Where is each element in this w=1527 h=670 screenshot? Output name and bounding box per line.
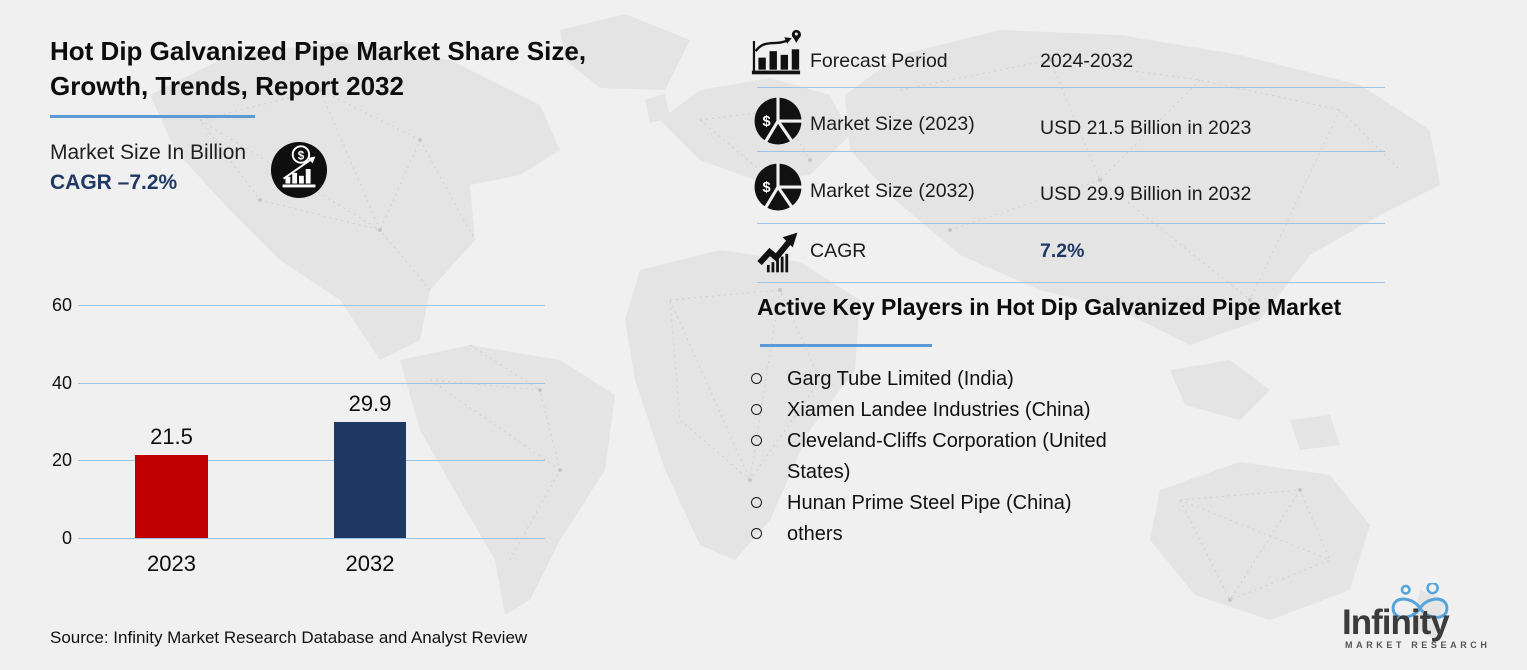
bullet-circle-icon	[751, 435, 762, 446]
gridline-60: 60	[52, 295, 545, 315]
x-axis-label-2032: 2032	[345, 551, 395, 576]
x-axis-label-2023: 2023	[147, 551, 196, 576]
gridline-0: 0	[62, 528, 545, 548]
y-axis-tick: 20	[51, 450, 72, 471]
key-players-section: Active Key Players in Hot Dip Galvanized…	[751, 294, 1457, 545]
list-item: Garg Tube Limited (India)	[747, 364, 1172, 395]
key-players-underline	[760, 344, 932, 347]
y-axis-tick: 60	[51, 295, 72, 315]
logo-brand: Infinity	[1342, 603, 1450, 642]
pie-dollar-icon: $	[754, 163, 802, 211]
bar-chart: 60 40 20 0 21.5 2023 29.9	[50, 295, 550, 585]
stats-panel: Forecast Period 2024-2032 $ Market Size …	[748, 0, 1386, 290]
list-item: Hunan Prime Steel Pipe (China)	[747, 488, 1172, 519]
forecast-chart-location-icon	[751, 29, 801, 75]
list-item-text: others	[787, 523, 843, 545]
stat-label-market-size-2023: Market Size (2023)	[810, 113, 975, 135]
list-item-text: Garg Tube Limited (India)	[787, 368, 1014, 390]
bullet-circle-icon	[751, 497, 762, 508]
stat-value-cagr: 7.2%	[1040, 240, 1085, 262]
bar-value-label-2023: 21.5	[150, 423, 193, 449]
bullet-circle-icon	[751, 373, 762, 384]
page-title: Hot Dip Galvanized Pipe Market Share Siz…	[50, 36, 587, 101]
stat-label-cagr: CAGR	[810, 240, 867, 262]
infinity-market-research-logo: Infinity MARKET RESEARCH	[1338, 583, 1487, 658]
stat-label-market-size-2032: Market Size (2032)	[810, 180, 975, 202]
bar-group-2023: 21.5 2023	[135, 423, 208, 576]
logo-tagline: MARKET RESEARCH	[1345, 640, 1491, 650]
list-item: Xiamen Landee Industries (China)	[747, 395, 1172, 426]
stat-divider	[757, 223, 1385, 224]
dollar-glyph: $	[762, 114, 770, 130]
money-growth-icon: $	[270, 141, 328, 199]
list-item-text: Cleveland-Cliffs Corporation (United Sta…	[787, 430, 1107, 483]
growth-arrow-icon	[757, 232, 798, 273]
pie-dollar-icon: $	[754, 97, 802, 145]
bar-2023	[135, 454, 208, 538]
stat-divider	[757, 151, 1385, 152]
title-underline	[50, 115, 255, 118]
y-axis-tick: 40	[51, 372, 72, 393]
stat-value-market-size-2032: USD 29.9 Billion in 2032	[1040, 183, 1252, 205]
list-item-text: Hunan Prime Steel Pipe (China)	[787, 492, 1072, 514]
y-axis-tick: 0	[61, 528, 72, 548]
stat-value-forecast-period: 2024-2032	[1040, 50, 1134, 72]
stat-value-market-size-2023: USD 21.5 Billion in 2023	[1040, 117, 1252, 139]
stat-divider	[757, 87, 1385, 88]
list-item: others	[747, 519, 1172, 550]
bar-2032	[334, 421, 406, 538]
gridline-40: 40	[52, 373, 545, 393]
bar-group-2032: 29.9 2032	[334, 390, 406, 576]
list-item-text: Xiamen Landee Industries (China)	[787, 399, 1091, 421]
stat-label-forecast-period: Forecast Period	[810, 50, 948, 72]
chart-plot-area: 60 40 20 0 21.5 2023 29.9	[52, 295, 545, 576]
stat-divider	[757, 282, 1385, 283]
cagr-text: CAGR –7.2%	[50, 171, 178, 194]
bullet-circle-icon	[751, 404, 762, 415]
source-note: Source: Infinity Market Research Databas…	[50, 628, 528, 647]
key-players-heading: Active Key Players in Hot Dip Galvanized…	[757, 294, 1342, 320]
bar-value-label-2032: 29.9	[348, 390, 392, 416]
gridline-20: 20	[52, 450, 545, 470]
infinity-icon	[1391, 583, 1449, 619]
bullet-circle-icon	[751, 528, 762, 539]
list-item: Cleveland-Cliffs Corporation (United Sta…	[747, 426, 1172, 488]
key-players-list: Garg Tube Limited (India) Xiamen Landee …	[747, 364, 1177, 550]
chart-subtitle: Market Size In Billion	[50, 141, 247, 164]
dollar-glyph: $	[762, 180, 770, 196]
dollar-glyph: $	[298, 149, 305, 162]
